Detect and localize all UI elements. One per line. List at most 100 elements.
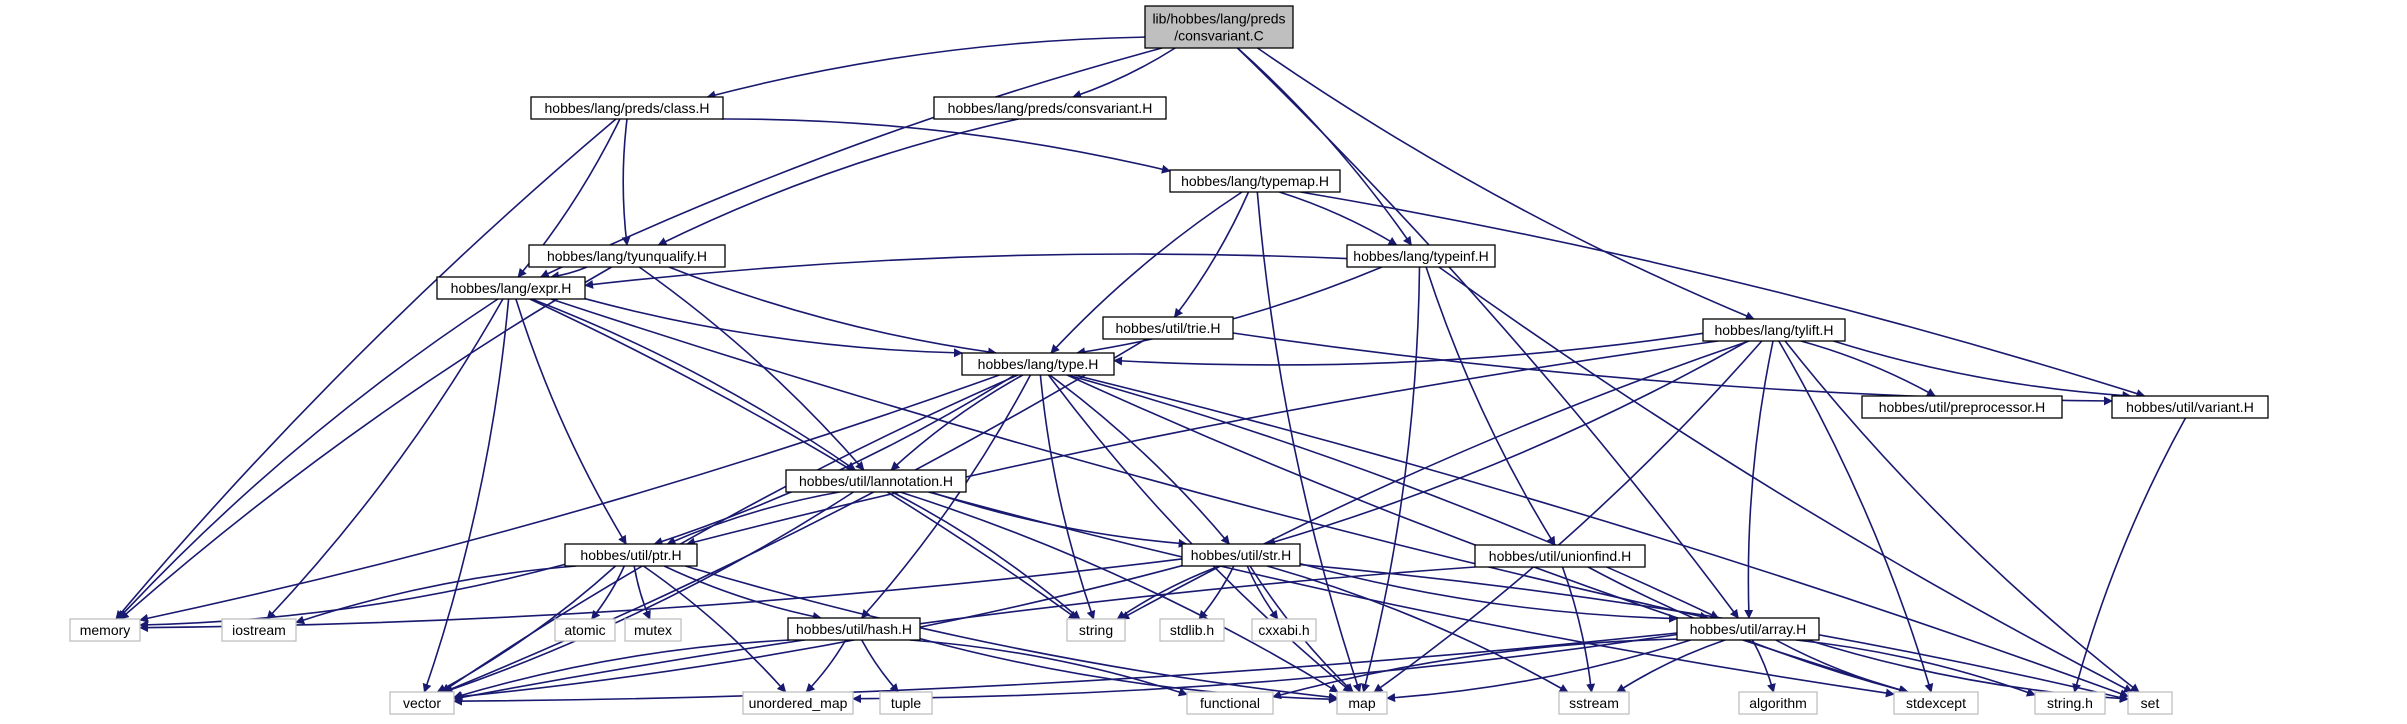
node-label: functional bbox=[1200, 695, 1260, 711]
node-hobbes-util-unionfind-h[interactable]: hobbes/util/unionfind.H bbox=[1474, 544, 1646, 568]
node-label: algorithm bbox=[1749, 695, 1807, 711]
node-atomic: atomic bbox=[554, 618, 616, 642]
node-label: hobbes/util/array.H bbox=[1690, 621, 1806, 637]
node-box bbox=[785, 469, 967, 493]
node-hobbes-util-trie-h[interactable]: hobbes/util/trie.H bbox=[1102, 316, 1234, 340]
edge-hash-to-tuple bbox=[860, 639, 899, 693]
edge-hash-to-functional bbox=[909, 639, 1188, 697]
node-box bbox=[2127, 691, 2173, 715]
edge-expr-to-vector bbox=[422, 298, 510, 693]
node-box bbox=[1346, 244, 1496, 268]
edge-expr-to-lannot bbox=[531, 298, 856, 471]
node-label: hobbes/util/hash.H bbox=[796, 621, 912, 637]
edge-lannot-to-ptr bbox=[666, 491, 840, 545]
edge-expr-to-memory bbox=[117, 298, 499, 620]
node-box bbox=[2111, 395, 2269, 419]
node-label: hobbes/lang/typeinf.H bbox=[1353, 248, 1488, 264]
edge-trie-to-vector bbox=[443, 338, 1147, 694]
node-hobbes-util-hash-h[interactable]: hobbes/util/hash.H bbox=[787, 617, 921, 641]
node-hobbes-util-variant-h[interactable]: hobbes/util/variant.H bbox=[2111, 395, 2269, 419]
edge-str-to-string bbox=[1116, 565, 1220, 620]
node-vector: vector bbox=[389, 691, 455, 715]
node-label: hobbes/lang/tylift.H bbox=[1714, 322, 1833, 338]
node-box bbox=[933, 96, 1167, 120]
node-label: vector bbox=[403, 695, 441, 711]
edge-class-to-tyunq bbox=[621, 118, 631, 246]
edge-typeinf-to-expr bbox=[584, 253, 1348, 289]
node-label: /consvariant.C bbox=[1174, 28, 1263, 44]
edge-root-to-consvH bbox=[1072, 47, 1176, 99]
node-label: stdlib.h bbox=[1170, 622, 1214, 638]
node-box bbox=[1702, 318, 1846, 342]
node-box bbox=[1251, 618, 1317, 642]
node-box bbox=[961, 352, 1115, 376]
edge-tylift-to-str bbox=[1266, 340, 1749, 547]
node-hobbes-lang-preds-class-h[interactable]: hobbes/lang/preds/class.H bbox=[530, 96, 724, 120]
edge-type-to-string bbox=[1039, 374, 1096, 620]
node-sstream: sstream bbox=[1558, 691, 1630, 715]
node-memory: memory bbox=[69, 618, 141, 642]
node-hobbes-util-ptr-h[interactable]: hobbes/util/ptr.H bbox=[564, 543, 698, 567]
edge-variant-to-stringh bbox=[2072, 417, 2187, 693]
edge-str-to-sstream bbox=[1266, 565, 1569, 693]
edge-array-to-map bbox=[1386, 639, 1691, 703]
node-label: hobbes/lang/expr.H bbox=[451, 280, 572, 296]
node-label: hobbes/lang/preds/class.H bbox=[545, 100, 710, 116]
node-lib-hobbes-lang-preds-consvariant-c[interactable]: lib/hobbes/lang/preds/consvariant.C bbox=[1144, 5, 1294, 49]
edge-str-to-vector bbox=[453, 564, 1183, 701]
node-hobbes-lang-tylift-h[interactable]: hobbes/lang/tylift.H bbox=[1702, 318, 1846, 342]
node-hobbes-util-lannotation-h[interactable]: hobbes/util/lannotation.H bbox=[785, 469, 967, 493]
node-hobbes-lang-expr-h[interactable]: hobbes/lang/expr.H bbox=[436, 276, 586, 300]
edge-trie-to-variant bbox=[1232, 332, 2113, 406]
edge-root-to-expr bbox=[539, 47, 1163, 278]
node-label: hobbes/util/lannotation.H bbox=[799, 473, 953, 489]
node-label: cxxabi.h bbox=[1258, 622, 1309, 638]
node-hobbes-lang-typemap-h[interactable]: hobbes/lang/typemap.H bbox=[1169, 169, 1341, 193]
node-box bbox=[1066, 618, 1126, 642]
edge-expr-to-iostream bbox=[266, 298, 504, 620]
node-box bbox=[1336, 691, 1388, 715]
node-hobbes-util-preprocessor-h[interactable]: hobbes/util/preprocessor.H bbox=[1861, 395, 2063, 419]
node-hobbes-lang-preds-consvariant-h[interactable]: hobbes/lang/preds/consvariant.H bbox=[933, 96, 1167, 120]
node-hobbes-lang-tyunqualify-h[interactable]: hobbes/lang/tyunqualify.H bbox=[528, 244, 726, 268]
edge-ptr-to-vector bbox=[436, 565, 617, 693]
node-label: map bbox=[1348, 695, 1375, 711]
node-label: mutex bbox=[634, 622, 672, 638]
edge-hash-to-map bbox=[919, 637, 1338, 704]
node-box bbox=[2034, 691, 2106, 715]
node-box bbox=[1676, 617, 1820, 641]
edge-ptr-to-atomic bbox=[591, 565, 626, 620]
node-hobbes-util-array-h[interactable]: hobbes/util/array.H bbox=[1676, 617, 1820, 641]
node-hobbes-lang-type-h[interactable]: hobbes/lang/type.H bbox=[961, 352, 1115, 376]
edge-class-to-memory bbox=[115, 118, 617, 620]
node-box bbox=[1893, 691, 1979, 715]
node-box bbox=[528, 244, 726, 268]
edge-lannot-to-vector bbox=[443, 491, 854, 694]
edge-tylift-to-ptr bbox=[686, 340, 1719, 547]
edge-expr-to-array bbox=[550, 298, 1709, 621]
node-label: hobbes/util/trie.H bbox=[1115, 320, 1220, 336]
edge-type-to-array bbox=[1067, 374, 1720, 619]
node-box bbox=[1558, 691, 1630, 715]
node-box bbox=[1159, 618, 1225, 642]
node-box bbox=[1474, 544, 1646, 568]
edge-ptr-to-mutex bbox=[633, 565, 651, 620]
node-box bbox=[1861, 395, 2063, 419]
node-box bbox=[221, 618, 297, 642]
edge-typemap-to-variant bbox=[1300, 191, 2146, 398]
edge-typemap-to-typeinf bbox=[1279, 191, 1398, 246]
node-box bbox=[1186, 691, 1274, 715]
edge-str-to-cxxabi bbox=[1246, 565, 1279, 620]
node-box bbox=[69, 618, 141, 642]
node-hobbes-lang-typeinf-h[interactable]: hobbes/lang/typeinf.H bbox=[1346, 244, 1496, 268]
node-label: tuple bbox=[891, 695, 922, 711]
edge-class-to-typemap bbox=[721, 118, 1171, 174]
node-hobbes-util-str-h[interactable]: hobbes/util/str.H bbox=[1181, 543, 1301, 567]
node-iostream: iostream bbox=[221, 618, 297, 642]
node-string-h: string.h bbox=[2034, 691, 2106, 715]
node-tuple: tuple bbox=[879, 691, 933, 715]
edge-typeinf-to-unionfind bbox=[1425, 266, 1556, 546]
edge-tylift-to-variant bbox=[1833, 340, 2132, 400]
edge-tylift-to-array bbox=[1744, 340, 1774, 619]
